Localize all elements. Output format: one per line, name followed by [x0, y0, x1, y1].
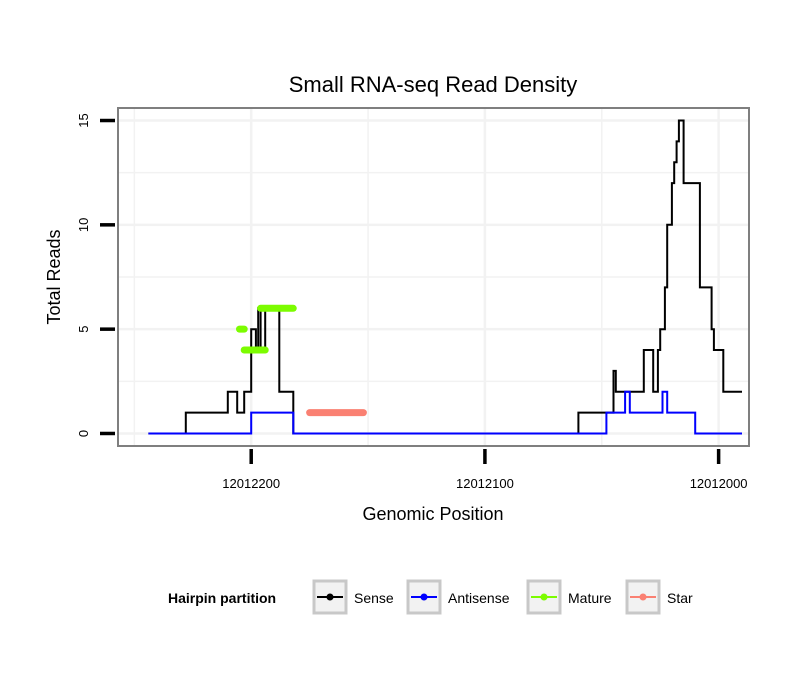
legend-point-star [639, 593, 647, 601]
y-tick-label: 0 [76, 430, 91, 437]
series-mature [236, 304, 297, 354]
legend-point-sense [326, 593, 334, 601]
legend-item-antisense: Antisense [406, 579, 510, 615]
legend-label-sense: Sense [354, 590, 394, 606]
x-tick-label: 12012100 [456, 476, 514, 491]
series-antisense [148, 390, 742, 435]
legend-point-antisense [420, 593, 428, 601]
series-sense [148, 119, 742, 435]
legend-item-mature: Mature [526, 579, 612, 615]
legend-label-antisense: Antisense [448, 590, 510, 606]
grid-lines [118, 108, 749, 446]
x-tick-label: 12012000 [690, 476, 748, 491]
legend-label-mature: Mature [568, 590, 612, 606]
y-axis-title: Total Reads [44, 229, 64, 324]
sense-line [148, 119, 742, 435]
x-axis-title: Genomic Position [362, 504, 503, 524]
chart-title: Small RNA-seq Read Density [289, 72, 578, 97]
plot-border [117, 107, 750, 447]
legend-item-star: Star [625, 579, 693, 615]
series-layer [148, 119, 742, 435]
legend-label-star: Star [667, 590, 693, 606]
antisense-line [148, 390, 742, 435]
y-tick-label: 15 [76, 113, 91, 127]
y-tick-label: 10 [76, 218, 91, 232]
legend: Hairpin partition Sense Antisense Mature… [168, 579, 693, 615]
x-tick-label: 12012200 [222, 476, 280, 491]
legend-point-mature [540, 593, 548, 601]
legend-item-sense: Sense [312, 579, 394, 615]
axis-ticks: 12012200 12012100 12012000 0 5 10 15 [76, 113, 748, 491]
legend-title: Hairpin partition [168, 590, 276, 606]
y-tick-label: 5 [76, 326, 91, 333]
